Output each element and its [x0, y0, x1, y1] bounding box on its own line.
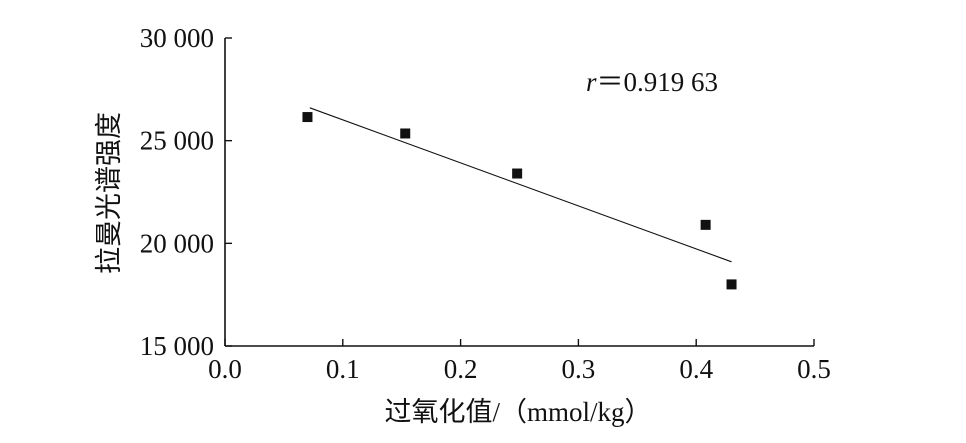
data-point: [400, 128, 411, 139]
trendline-group: [309, 107, 732, 263]
x-axis-title: 过氧化值/（mmol/kg）: [384, 397, 651, 427]
data-point: [726, 279, 737, 290]
data-point: [302, 112, 313, 123]
data-point: [700, 219, 711, 230]
x-tick-label: 0.0: [208, 354, 242, 384]
y-tick-label: 20 000: [140, 228, 214, 258]
x-tick-label: 0.4: [679, 354, 713, 384]
data-point: [512, 168, 523, 179]
x-tick-label: 0.5: [797, 354, 831, 384]
correlation-annotation: r＝0.919 63: [586, 67, 718, 97]
y-axis-title: 拉曼光谱强度: [94, 112, 124, 274]
y-tick-label: 25 000: [140, 126, 214, 156]
x-tick-label: 0.3: [562, 354, 596, 384]
y-tick-label: 30 000: [140, 23, 214, 53]
x-tick-label: 0.2: [444, 354, 478, 384]
axes: [224, 38, 814, 347]
trendline: [309, 107, 732, 263]
r-value: ＝0.919 63: [597, 67, 719, 97]
r-symbol: r: [586, 67, 597, 97]
ticks: 0.0 0.1 0.2 0.3 0.4 0.5 15 000 20 000 25 000 30 0…: [140, 23, 831, 384]
data-points: [302, 112, 737, 290]
x-tick-label: 0.1: [326, 354, 360, 384]
y-tick-label: 15 000: [140, 331, 214, 361]
